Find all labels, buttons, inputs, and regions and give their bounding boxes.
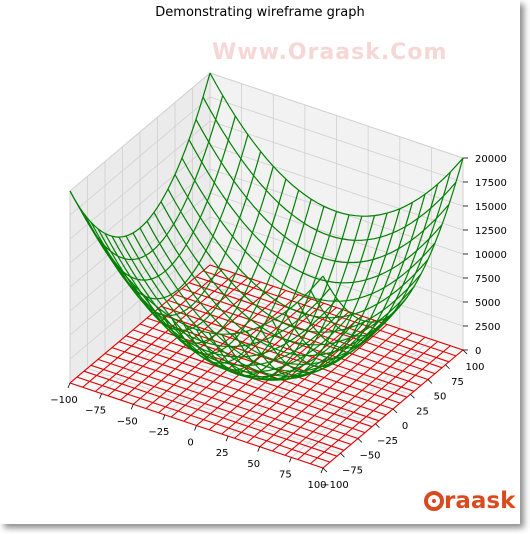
x-tick-label: 0 — [187, 438, 193, 449]
z-tick-label: 7500 — [475, 274, 500, 285]
y-tick-label: −25 — [377, 436, 398, 447]
surface-wire-y — [202, 96, 457, 241]
surface-wire-y — [160, 201, 415, 346]
x-tick-mark — [320, 467, 324, 474]
x-tick-label: −25 — [148, 427, 169, 438]
x-tick-mark — [162, 414, 166, 421]
brand-text: raask — [444, 488, 516, 514]
brand-o-icon — [424, 491, 444, 511]
plane-wire-y — [83, 370, 338, 457]
y-tick-mark — [375, 423, 380, 429]
x-tick-mark — [257, 446, 261, 452]
watermark-text: Www.Oraask.Com — [212, 40, 448, 65]
plane-wire-y — [195, 276, 450, 363]
x-tick-label: −50 — [117, 416, 138, 427]
surface-wire-y — [195, 119, 450, 264]
y-tick-label: 50 — [434, 392, 447, 403]
brand-logo: raask — [424, 488, 515, 514]
y-tick-label: 0 — [402, 421, 408, 432]
x-tick-label: −75 — [85, 406, 106, 417]
y-tick-mark — [392, 408, 398, 414]
z-tick-label: 15000 — [475, 202, 507, 213]
z-tick-label: 5000 — [475, 298, 500, 309]
x-tick-label: 50 — [247, 459, 260, 470]
plane-wire-y — [76, 376, 331, 463]
y-tick-mark — [410, 393, 415, 399]
y-tick-mark — [357, 438, 363, 443]
y-tick-label: 75 — [451, 377, 464, 388]
z-tick-label: 10000 — [475, 250, 507, 261]
plane-wire-y — [174, 293, 429, 381]
surface-wire-y — [111, 235, 366, 380]
plane-wire-y — [132, 329, 387, 416]
grid-line-z — [69, 216, 464, 336]
y-tick-label: 25 — [416, 406, 429, 417]
grid-line-z — [69, 120, 464, 240]
x-tick-label: 100 — [307, 480, 326, 491]
surface-wire-y — [188, 139, 443, 284]
z-tick-label: 2500 — [475, 322, 500, 333]
y-tick-label: −75 — [342, 465, 363, 476]
z-tick-label: 20000 — [475, 154, 507, 165]
surface-wire-y — [153, 212, 408, 357]
z-tick-label: 0 — [475, 346, 481, 357]
surface-wire-y — [181, 157, 436, 302]
y-tick-mark — [322, 467, 328, 473]
x-tick-label: −100 — [50, 395, 77, 406]
surface-wire-y — [209, 72, 464, 217]
plane-wire-y — [202, 270, 457, 357]
x-tick-mark — [99, 393, 102, 399]
grid-line-z — [69, 96, 464, 216]
x-tick-mark — [67, 382, 71, 389]
x-tick-label: 25 — [216, 448, 229, 459]
surface-wire-y — [174, 174, 429, 319]
x-tick-label: 75 — [279, 469, 292, 480]
z-tick-label: 17500 — [475, 178, 507, 189]
y-tick-mark — [427, 379, 433, 384]
surface-wire-y — [118, 236, 373, 381]
y-tick-mark — [340, 452, 345, 458]
x-tick-mark — [289, 457, 292, 463]
surface-wire-y — [167, 188, 422, 333]
plane-wire-y — [188, 282, 443, 369]
plane-wire-y — [111, 347, 366, 434]
plane-wire-y — [97, 358, 352, 445]
plane-wire-y — [90, 364, 345, 451]
surface-wire-y — [146, 220, 401, 365]
x-tick-mark — [194, 425, 197, 431]
z-tick-label: 12500 — [475, 226, 507, 237]
surface-wire-y — [83, 213, 338, 358]
chart-title: Demonstrating wireframe graph — [155, 5, 365, 20]
y-tick-label: 100 — [465, 362, 484, 373]
y-tick-label: −50 — [359, 451, 380, 462]
grid-line-z — [69, 168, 464, 288]
plane-wire-y — [104, 352, 359, 440]
surface-wire-y — [139, 227, 394, 372]
y-tick-mark — [462, 349, 468, 355]
surface-wire-y — [97, 228, 352, 373]
y-tick-mark — [445, 364, 450, 370]
x-tick-mark — [225, 435, 229, 442]
y-tick-label: −100 — [321, 480, 348, 491]
x-tick-mark — [130, 404, 134, 410]
plane-wire-y — [118, 341, 373, 428]
